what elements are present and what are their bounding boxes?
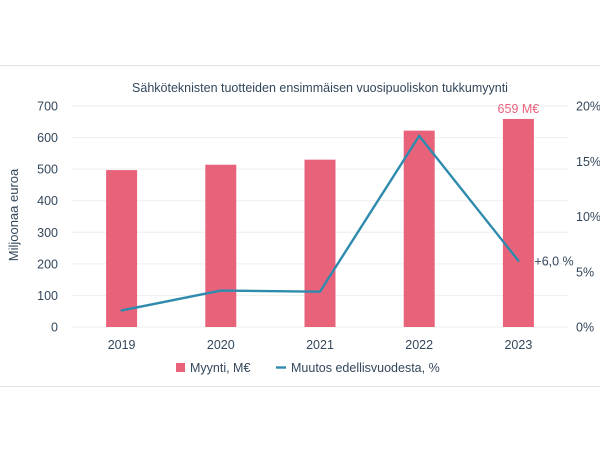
y-axis-label: Miljoonaa euroa: [6, 168, 21, 261]
y2-tick-label: 0%: [576, 321, 594, 335]
line-point: [219, 289, 222, 292]
y2-tick-label: 10%: [576, 210, 600, 224]
line-series: [120, 134, 520, 312]
y2-axis-ticks: 0% 5% 10% 15% 20%: [576, 100, 600, 335]
y-tick-label: 500: [37, 163, 58, 177]
y2-tick-label: 20%: [576, 100, 600, 114]
x-tick-label: 2021: [306, 338, 334, 352]
legend-swatch: [176, 363, 185, 372]
bar-series: [106, 118, 534, 327]
chart: Sähköteknisten tuotteiden ensimmäisen vu…: [6, 81, 600, 375]
bar: [403, 130, 435, 327]
y-tick-label: 200: [37, 257, 58, 271]
chart-frame: Sähköteknisten tuotteiden ensimmäisen vu…: [0, 65, 600, 387]
y-tick-label: 600: [37, 131, 58, 145]
y-tick-label: 400: [37, 194, 58, 208]
line-point: [517, 259, 520, 262]
y2-tick-label: 15%: [576, 155, 600, 169]
x-tick-label: 2020: [207, 338, 235, 352]
y-tick-label: 100: [37, 289, 58, 303]
y-tick-label: 300: [37, 226, 58, 240]
y-axis-ticks: 0 100 200 300 400 500 600 700: [37, 100, 58, 335]
x-axis-ticks: 2019 2020 2021 2022 2023: [108, 338, 533, 352]
x-tick-label: 2022: [405, 338, 433, 352]
line-point: [120, 309, 123, 312]
y2-tick-label: 5%: [576, 265, 594, 279]
bar: [502, 118, 534, 327]
y-tick-label: 0: [51, 321, 58, 335]
data-label: +6,0 %: [534, 255, 573, 269]
bar: [106, 170, 138, 327]
legend-label: Muutos edellisvuodesta, %: [291, 361, 440, 375]
x-tick-label: 2019: [108, 338, 136, 352]
line-point: [418, 134, 421, 138]
line-point: [318, 290, 322, 293]
annotations: 659 M€ +6,0 %: [498, 102, 574, 269]
chart-title: Sähköteknisten tuotteiden ensimmäisen vu…: [132, 81, 508, 95]
x-tick-label: 2023: [504, 338, 532, 352]
data-label: 659 M€: [498, 102, 540, 116]
legend-label: Myynti, M€: [190, 361, 250, 375]
legend: Myynti, M€ Muutos edellisvuodesta, %: [176, 361, 440, 375]
y-tick-label: 700: [37, 100, 58, 114]
bar: [205, 164, 237, 327]
bar: [304, 159, 336, 327]
